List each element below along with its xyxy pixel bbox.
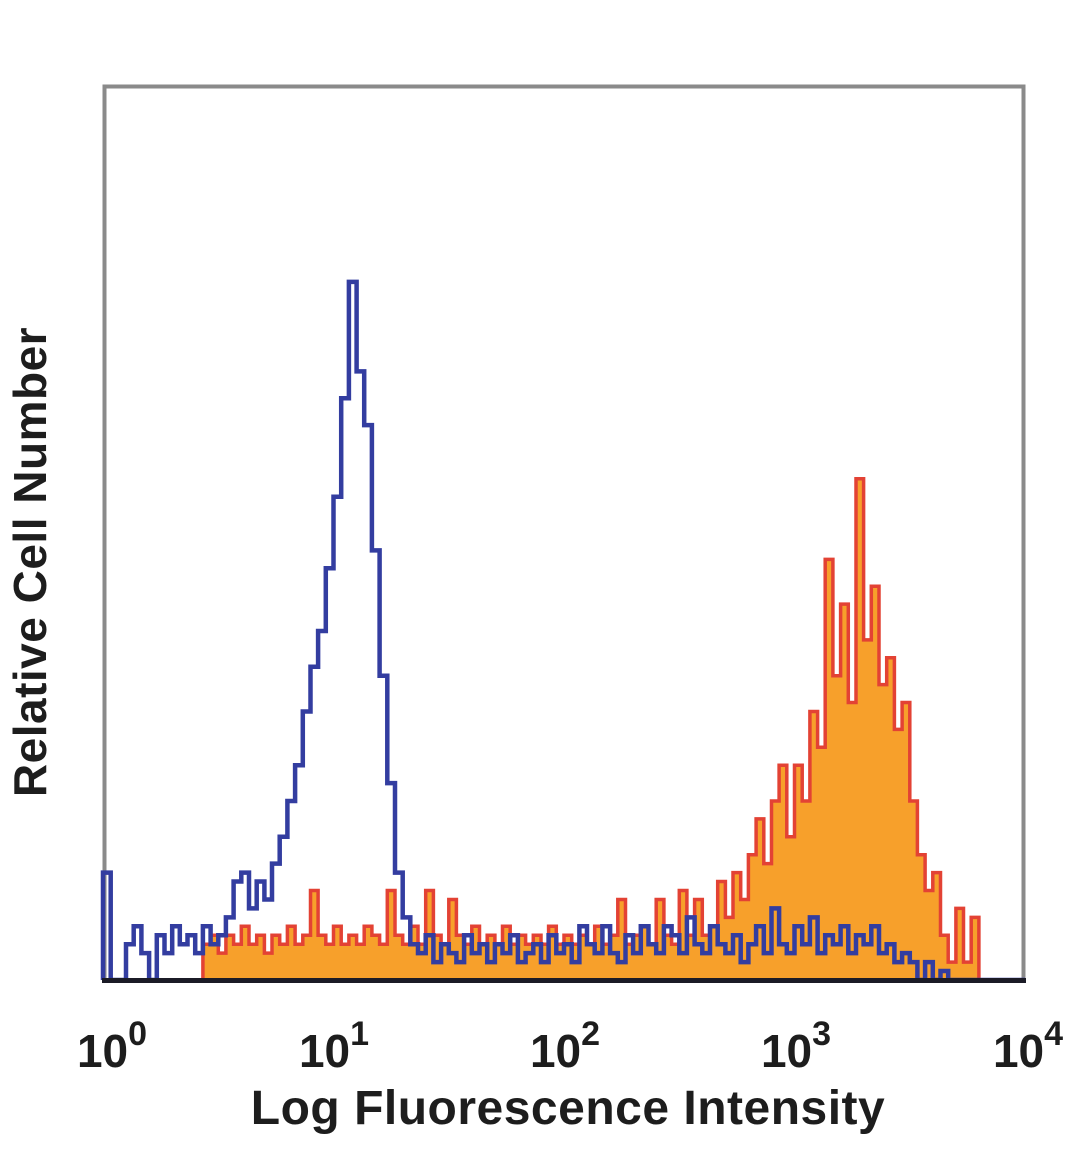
tick-exponent: 2 [581,1015,600,1053]
x-tick-10e2: 102 [530,1015,600,1077]
x-tick-10e3: 103 [761,1015,831,1077]
tick-base: 10 [530,1025,581,1077]
x-tick-10e1: 101 [299,1015,369,1077]
x-tick-10e0: 100 [77,1015,147,1077]
plot-frame [102,84,1026,980]
tick-exponent: 3 [812,1015,831,1053]
tick-base: 10 [993,1025,1044,1077]
tick-exponent: 4 [1044,1015,1063,1053]
x-axis-title: Log Fluorescence Intensity [251,1082,885,1135]
y-axis-title: Relative Cell Number [4,327,56,797]
orange-filled-histogram [103,477,1025,982]
tick-exponent: 1 [350,1015,369,1053]
tick-base: 10 [299,1025,350,1077]
tick-base: 10 [77,1025,128,1077]
tick-exponent: 0 [128,1015,147,1053]
x-tick-10e4: 104 [993,1015,1063,1077]
tick-base: 10 [761,1025,812,1077]
blue-open-histogram [100,279,1025,983]
